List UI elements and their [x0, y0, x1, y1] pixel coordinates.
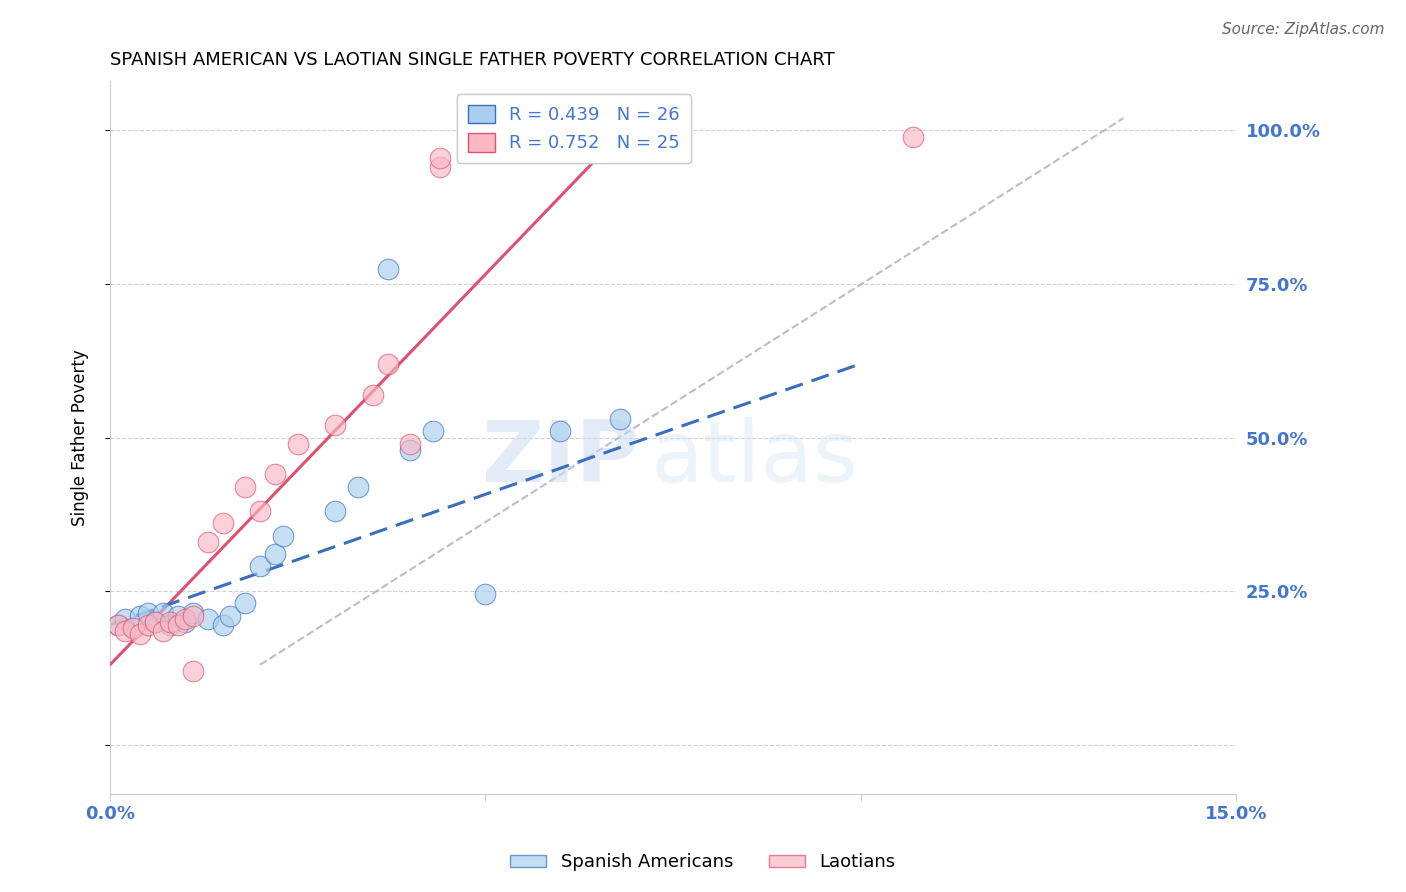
Point — [219, 608, 242, 623]
Point — [136, 617, 159, 632]
Point — [197, 535, 219, 549]
Point — [129, 608, 152, 623]
Point — [107, 617, 129, 632]
Point — [114, 612, 136, 626]
Point — [609, 412, 631, 426]
Point — [346, 480, 368, 494]
Point — [550, 425, 572, 439]
Point — [152, 624, 174, 638]
Legend: Spanish Americans, Laotians: Spanish Americans, Laotians — [503, 847, 903, 879]
Point — [121, 621, 143, 635]
Point — [271, 529, 294, 543]
Text: atlas: atlas — [651, 417, 859, 500]
Point — [249, 559, 271, 574]
Point — [323, 504, 346, 518]
Point — [249, 504, 271, 518]
Point — [211, 617, 233, 632]
Point — [174, 615, 197, 629]
Point — [233, 596, 256, 610]
Point — [136, 606, 159, 620]
Point — [264, 547, 287, 561]
Point — [159, 615, 181, 629]
Point — [166, 617, 188, 632]
Point — [174, 612, 197, 626]
Point — [399, 442, 422, 457]
Point — [429, 161, 451, 175]
Text: Source: ZipAtlas.com: Source: ZipAtlas.com — [1222, 22, 1385, 37]
Point — [143, 615, 166, 629]
Point — [287, 436, 309, 450]
Point — [181, 606, 204, 620]
Point — [323, 418, 346, 433]
Point — [152, 606, 174, 620]
Point — [264, 467, 287, 482]
Point — [121, 621, 143, 635]
Point — [474, 587, 496, 601]
Point — [107, 617, 129, 632]
Point — [233, 480, 256, 494]
Point — [129, 627, 152, 641]
Point — [377, 357, 399, 371]
Point — [166, 608, 188, 623]
Point — [143, 615, 166, 629]
Y-axis label: Single Father Poverty: Single Father Poverty — [72, 349, 89, 526]
Point — [377, 261, 399, 276]
Point — [399, 436, 422, 450]
Point — [197, 612, 219, 626]
Point — [903, 129, 925, 144]
Point — [422, 425, 444, 439]
Text: ZIP: ZIP — [481, 417, 640, 500]
Text: SPANISH AMERICAN VS LAOTIAN SINGLE FATHER POVERTY CORRELATION CHART: SPANISH AMERICAN VS LAOTIAN SINGLE FATHE… — [110, 51, 835, 69]
Point — [114, 624, 136, 638]
Point — [159, 617, 181, 632]
Point — [181, 664, 204, 678]
Legend: R = 0.439   N = 26, R = 0.752   N = 25: R = 0.439 N = 26, R = 0.752 N = 25 — [457, 94, 690, 163]
Point — [361, 387, 384, 401]
Point — [211, 516, 233, 531]
Point — [429, 151, 451, 165]
Point — [181, 608, 204, 623]
